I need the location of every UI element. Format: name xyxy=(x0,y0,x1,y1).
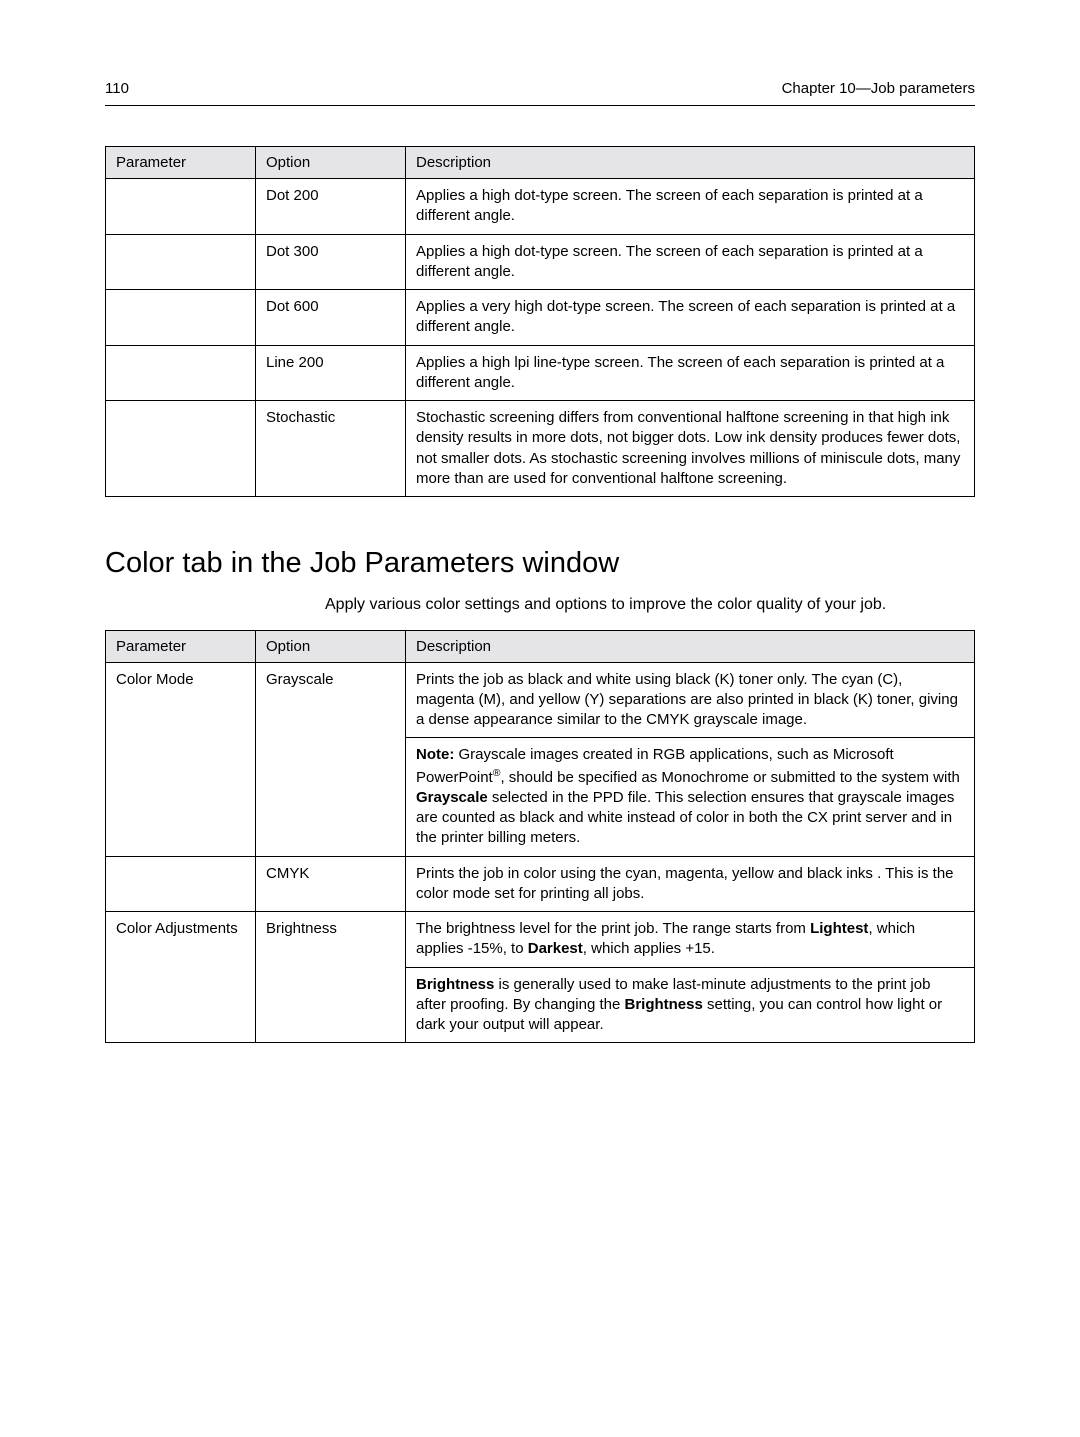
cell-description: Prints the job in color using the cyan, … xyxy=(406,856,975,912)
table-header-row: Parameter Option Description xyxy=(106,147,975,179)
cell-parameter: Color Adjustments xyxy=(106,912,256,968)
cell-description: Brightness is generally used to make las… xyxy=(406,967,975,1043)
cell-parameter xyxy=(106,856,256,912)
table-row: Line 200 Applies a high lpi line-type sc… xyxy=(106,345,975,401)
brightness-bold-1: Brightness xyxy=(416,976,494,993)
chapter-label: Chapter 10—Job parameters xyxy=(782,80,975,97)
table-row: Dot 200 Applies a high dot-type screen. … xyxy=(106,179,975,235)
note-label: Note: xyxy=(416,746,454,763)
cell-parameter xyxy=(106,345,256,401)
cell-parameter-cont xyxy=(106,967,256,1043)
table-row: Color Mode Grayscale Prints the job as b… xyxy=(106,662,975,738)
cell-description: Stochastic screening differs from conven… xyxy=(406,401,975,497)
cell-parameter xyxy=(106,179,256,235)
col-header-option: Option xyxy=(256,147,406,179)
cell-description: Applies a high lpi line-type screen. The… xyxy=(406,345,975,401)
grayscale-bold: Grayscale xyxy=(416,789,488,806)
col-header-description: Description xyxy=(406,147,975,179)
cell-parameter xyxy=(106,401,256,497)
section-intro: Apply various color settings and options… xyxy=(325,594,975,616)
col-header-parameter: Parameter xyxy=(106,630,256,662)
section-title: Color tab in the Job Parameters window xyxy=(105,547,975,580)
cell-option: Dot 600 xyxy=(256,290,406,346)
cell-description: Applies a high dot-type screen. The scre… xyxy=(406,234,975,290)
table-row: CMYK Prints the job in color using the c… xyxy=(106,856,975,912)
cell-option-cont xyxy=(256,967,406,1043)
cell-description: Note: Grayscale images created in RGB ap… xyxy=(406,738,975,856)
col-header-description: Description xyxy=(406,630,975,662)
lightest-bold: Lightest xyxy=(810,920,868,937)
cell-description: The brightness level for the print job. … xyxy=(406,912,975,968)
cell-description: Applies a high dot-type screen. The scre… xyxy=(406,179,975,235)
color-tab-table: Parameter Option Description Color Mode … xyxy=(105,630,975,1044)
cell-option: Dot 300 xyxy=(256,234,406,290)
cell-parameter xyxy=(106,290,256,346)
cell-option: Dot 200 xyxy=(256,179,406,235)
p1-pre: The brightness level for the print job. … xyxy=(416,920,810,937)
table-row: Stochastic Stochastic screening differs … xyxy=(106,401,975,497)
cell-option-cont xyxy=(256,738,406,856)
note-post: selected in the PPD file. This selection… xyxy=(416,789,954,847)
brightness-bold-2: Brightness xyxy=(624,996,702,1013)
table-row: Color Adjustments Brightness The brightn… xyxy=(106,912,975,968)
darkest-bold: Darkest xyxy=(528,940,583,957)
table-row: Brightness is generally used to make las… xyxy=(106,967,975,1043)
desc-p1: Prints the job as black and white using … xyxy=(416,671,958,729)
table-row: Dot 300 Applies a high dot-type screen. … xyxy=(106,234,975,290)
cell-description: Prints the job as black and white using … xyxy=(406,662,975,738)
table-header-row: Parameter Option Description xyxy=(106,630,975,662)
cell-parameter xyxy=(106,234,256,290)
header-divider xyxy=(105,105,975,106)
p1-post: , which applies +15. xyxy=(583,940,715,957)
table-row: Dot 600 Applies a very high dot-type scr… xyxy=(106,290,975,346)
cell-parameter-cont xyxy=(106,738,256,856)
page-number: 110 xyxy=(105,80,129,97)
table-row: Note: Grayscale images created in RGB ap… xyxy=(106,738,975,856)
col-header-parameter: Parameter xyxy=(106,147,256,179)
cell-parameter: Color Mode xyxy=(106,662,256,738)
page-header: 110 Chapter 10—Job parameters xyxy=(105,80,975,97)
col-header-option: Option xyxy=(256,630,406,662)
cell-description: Applies a very high dot-type screen. The… xyxy=(406,290,975,346)
note-mid: , should be specified as Monochrome or s… xyxy=(500,769,959,786)
cell-option: Stochastic xyxy=(256,401,406,497)
screening-table: Parameter Option Description Dot 200 App… xyxy=(105,146,975,497)
cell-option: CMYK xyxy=(256,856,406,912)
cell-option: Brightness xyxy=(256,912,406,968)
cell-option: Line 200 xyxy=(256,345,406,401)
cell-option: Grayscale xyxy=(256,662,406,738)
